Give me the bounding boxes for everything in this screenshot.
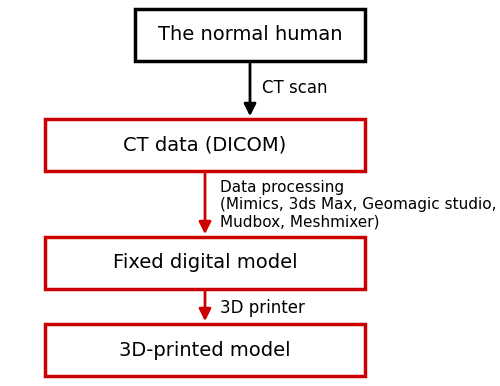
Text: Fixed digital model: Fixed digital model	[112, 254, 298, 273]
Bar	[45, 324, 365, 376]
Bar	[45, 237, 365, 289]
Text: 3D-printed model: 3D-printed model	[119, 340, 291, 359]
Text: The normal human: The normal human	[158, 25, 342, 44]
Text: CT data (DICOM): CT data (DICOM)	[124, 135, 286, 154]
Text: Data processing
(Mimics, 3ds Max, Geomagic studio,
Mudbox, Meshmixer): Data processing (Mimics, 3ds Max, Geomag…	[220, 180, 496, 230]
Text: 3D printer: 3D printer	[220, 299, 305, 317]
Text: CT scan: CT scan	[262, 79, 328, 97]
Bar	[45, 119, 365, 171]
Bar	[135, 9, 365, 61]
